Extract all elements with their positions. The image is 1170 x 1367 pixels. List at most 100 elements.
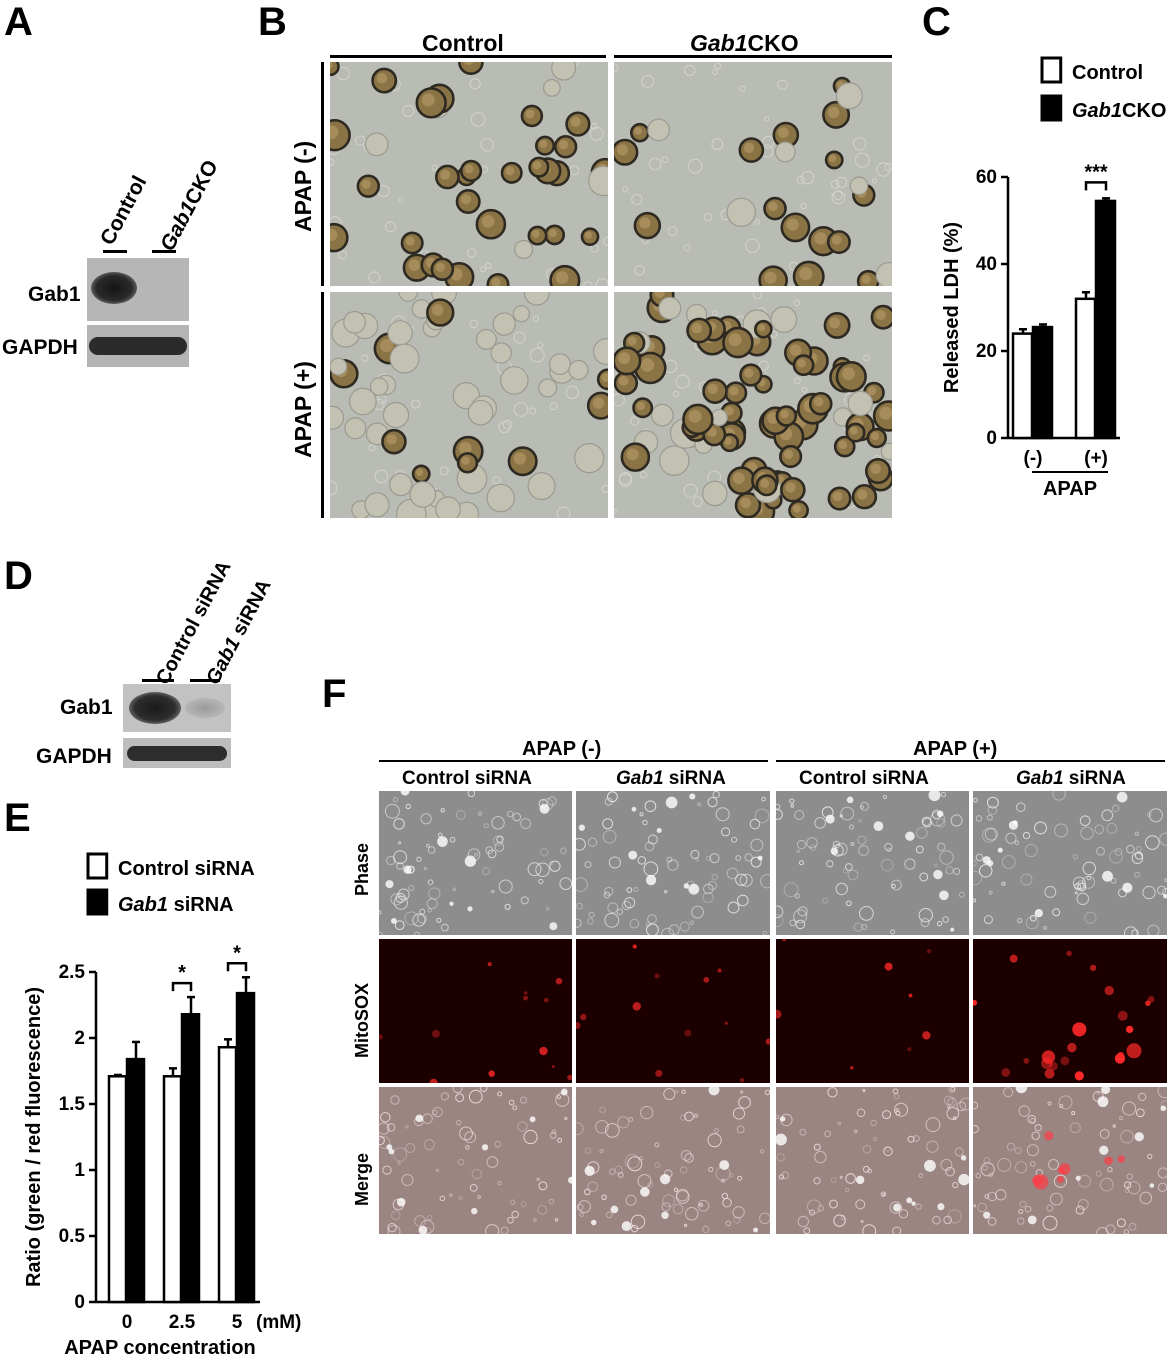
x-tick-label-2: 5 bbox=[232, 1312, 243, 1333]
row-label-phase: Phase bbox=[352, 842, 372, 896]
row-label-apap-plus: APAP (+) bbox=[290, 361, 316, 458]
row-bar-apap-minus bbox=[321, 62, 324, 286]
row-bar-apap-plus bbox=[321, 292, 324, 518]
legend-swatch-1 bbox=[86, 888, 109, 916]
panel-label-b: B bbox=[258, 0, 287, 44]
bar-0-s1 bbox=[125, 1057, 146, 1304]
image-phase-col-3 bbox=[776, 791, 969, 935]
legend-swatch-1 bbox=[1040, 94, 1063, 122]
y-tick-label-3: 1.5 bbox=[59, 1094, 86, 1115]
image-mitosox-col-1 bbox=[379, 939, 572, 1083]
blot-row-label-gab1: Gab1 bbox=[28, 283, 81, 306]
x-axis-label: APAP concentration bbox=[64, 1337, 256, 1359]
image-phase-col-4 bbox=[973, 791, 1167, 935]
y-tick-label-1: 20 bbox=[976, 341, 997, 362]
lane-label-gab1cko: Gab1CKO bbox=[156, 156, 223, 255]
x-tick-label-0: (-) bbox=[1024, 448, 1043, 469]
group-header-apap-plus: APAP (+) bbox=[913, 738, 998, 760]
y-tick-label-1: 0.5 bbox=[59, 1226, 86, 1247]
lane-label-control: Control bbox=[96, 172, 152, 249]
sig-label-(+): *** bbox=[1084, 161, 1108, 183]
row-label-apap-minus: APAP (-) bbox=[290, 140, 316, 232]
legend-label-0: Control siRNA bbox=[118, 858, 255, 880]
legend-swatch-0 bbox=[86, 852, 109, 880]
row-label-merge: Merge bbox=[352, 1152, 372, 1206]
panel-label-e: E bbox=[4, 796, 31, 840]
col-bar-cko bbox=[614, 55, 892, 58]
blot-d-gapdh-band bbox=[123, 738, 231, 768]
micrograph-cko-apap-minus bbox=[614, 62, 892, 286]
lane-bar-gab1-sirna bbox=[190, 679, 220, 682]
x-unit-label: (mM) bbox=[256, 1312, 301, 1333]
bar-5-s0 bbox=[217, 1045, 238, 1304]
panel-label-a: A bbox=[4, 0, 33, 44]
x-tick-label-1: (+) bbox=[1084, 448, 1108, 469]
blot-row-label-gapdh: GAPDH bbox=[2, 336, 78, 359]
legend-swatch-0 bbox=[1040, 56, 1063, 84]
x-tick-label-0: 0 bbox=[122, 1312, 133, 1333]
image-merge-col-3 bbox=[776, 1087, 969, 1234]
panel-label-c: C bbox=[922, 0, 951, 44]
blot-d-row-label-gapdh: GAPDH bbox=[36, 745, 112, 768]
micrograph-control-apap-minus bbox=[330, 62, 608, 286]
y-tick-label-4: 2 bbox=[74, 1028, 85, 1049]
legend-label-0: Control bbox=[1072, 62, 1143, 84]
lane-bar-control bbox=[103, 250, 127, 253]
bar-(-)-s1 bbox=[1031, 325, 1054, 440]
group-header-apap-minus: APAP (-) bbox=[522, 738, 602, 760]
blot-gapdh-band bbox=[87, 325, 189, 367]
lane-bar-cko bbox=[152, 250, 176, 253]
panel-label-f: F bbox=[322, 672, 347, 716]
y-tick-label-0: 0 bbox=[986, 428, 997, 449]
bar-(+)-s1 bbox=[1094, 199, 1117, 440]
legend-label-1: Gab1 siRNA bbox=[118, 894, 234, 916]
col-header-control: Control bbox=[422, 30, 504, 56]
y-tick-label-2: 1 bbox=[74, 1160, 85, 1181]
row-label-mitosox: MitoSOX bbox=[352, 983, 372, 1058]
image-phase-col-1 bbox=[379, 791, 572, 935]
col-header-3: Control siRNA bbox=[799, 768, 929, 789]
col-header-4: Gab1 siRNA bbox=[1016, 768, 1126, 789]
blot-d-row-label-gab1: Gab1 bbox=[60, 696, 113, 719]
blot-d-gab1-band bbox=[123, 684, 231, 732]
bar-2.5-s1 bbox=[180, 1012, 201, 1304]
micrograph-cko-apap-plus bbox=[614, 292, 892, 518]
image-phase-col-2 bbox=[576, 791, 770, 935]
sig-label-5: * bbox=[233, 942, 241, 964]
image-merge-col-2 bbox=[576, 1087, 770, 1234]
bar-(+)-s0 bbox=[1074, 297, 1097, 440]
y-axis-label: Ratio (green / red fluorescence) bbox=[23, 987, 45, 1287]
col-header-1: Control siRNA bbox=[402, 768, 532, 789]
image-mitosox-col-3 bbox=[776, 939, 969, 1083]
sig-label-2.5: * bbox=[178, 962, 186, 984]
panel-label-d: D bbox=[4, 554, 33, 598]
x-tick-label-1: 2.5 bbox=[169, 1312, 196, 1333]
col-bar-control bbox=[330, 55, 606, 58]
image-merge-col-4 bbox=[973, 1087, 1167, 1234]
y-tick-label-0: 0 bbox=[74, 1292, 85, 1313]
micrograph-control-apap-plus bbox=[330, 292, 608, 518]
legend-label-1: Gab1CKO bbox=[1072, 100, 1166, 122]
blot-gab1-band bbox=[87, 258, 189, 321]
sig-bracket-(+) bbox=[1084, 181, 1108, 191]
bar-2.5-s0 bbox=[162, 1075, 183, 1304]
chart-c-released-ldh: Control Gab1CKO 0 20 40 60 Released LDH (%) (-)… bbox=[920, 40, 1170, 510]
y-tick-label-5: 2.5 bbox=[59, 962, 86, 983]
image-merge-col-1 bbox=[379, 1087, 572, 1234]
y-axis-label: Released LDH (%) bbox=[941, 222, 963, 393]
sig-bracket-2.5 bbox=[171, 981, 193, 992]
sig-bracket-5 bbox=[226, 962, 248, 972]
bar-5-s1 bbox=[235, 991, 256, 1304]
group-bar-apap-plus bbox=[776, 760, 1165, 762]
image-mitosox-col-2 bbox=[576, 939, 770, 1083]
col-header-gab1cko: Gab1CKO bbox=[690, 30, 799, 56]
y-tick-label-2: 40 bbox=[976, 254, 997, 275]
group-bar-apap-minus bbox=[379, 760, 768, 762]
bar-0-s0 bbox=[107, 1075, 128, 1304]
chart-e-fluorescence-ratio: Control siRNA Gab1 siRNA 0 0.5 1 1.5 2 2.5 Ratio… bbox=[0, 830, 320, 1362]
col-header-2: Gab1 siRNA bbox=[616, 768, 726, 789]
lane-bar-control-sirna bbox=[142, 679, 174, 682]
bar-(-)-s0 bbox=[1011, 332, 1034, 440]
image-mitosox-col-4 bbox=[973, 939, 1167, 1083]
x-axis-label: APAP bbox=[1043, 478, 1097, 500]
